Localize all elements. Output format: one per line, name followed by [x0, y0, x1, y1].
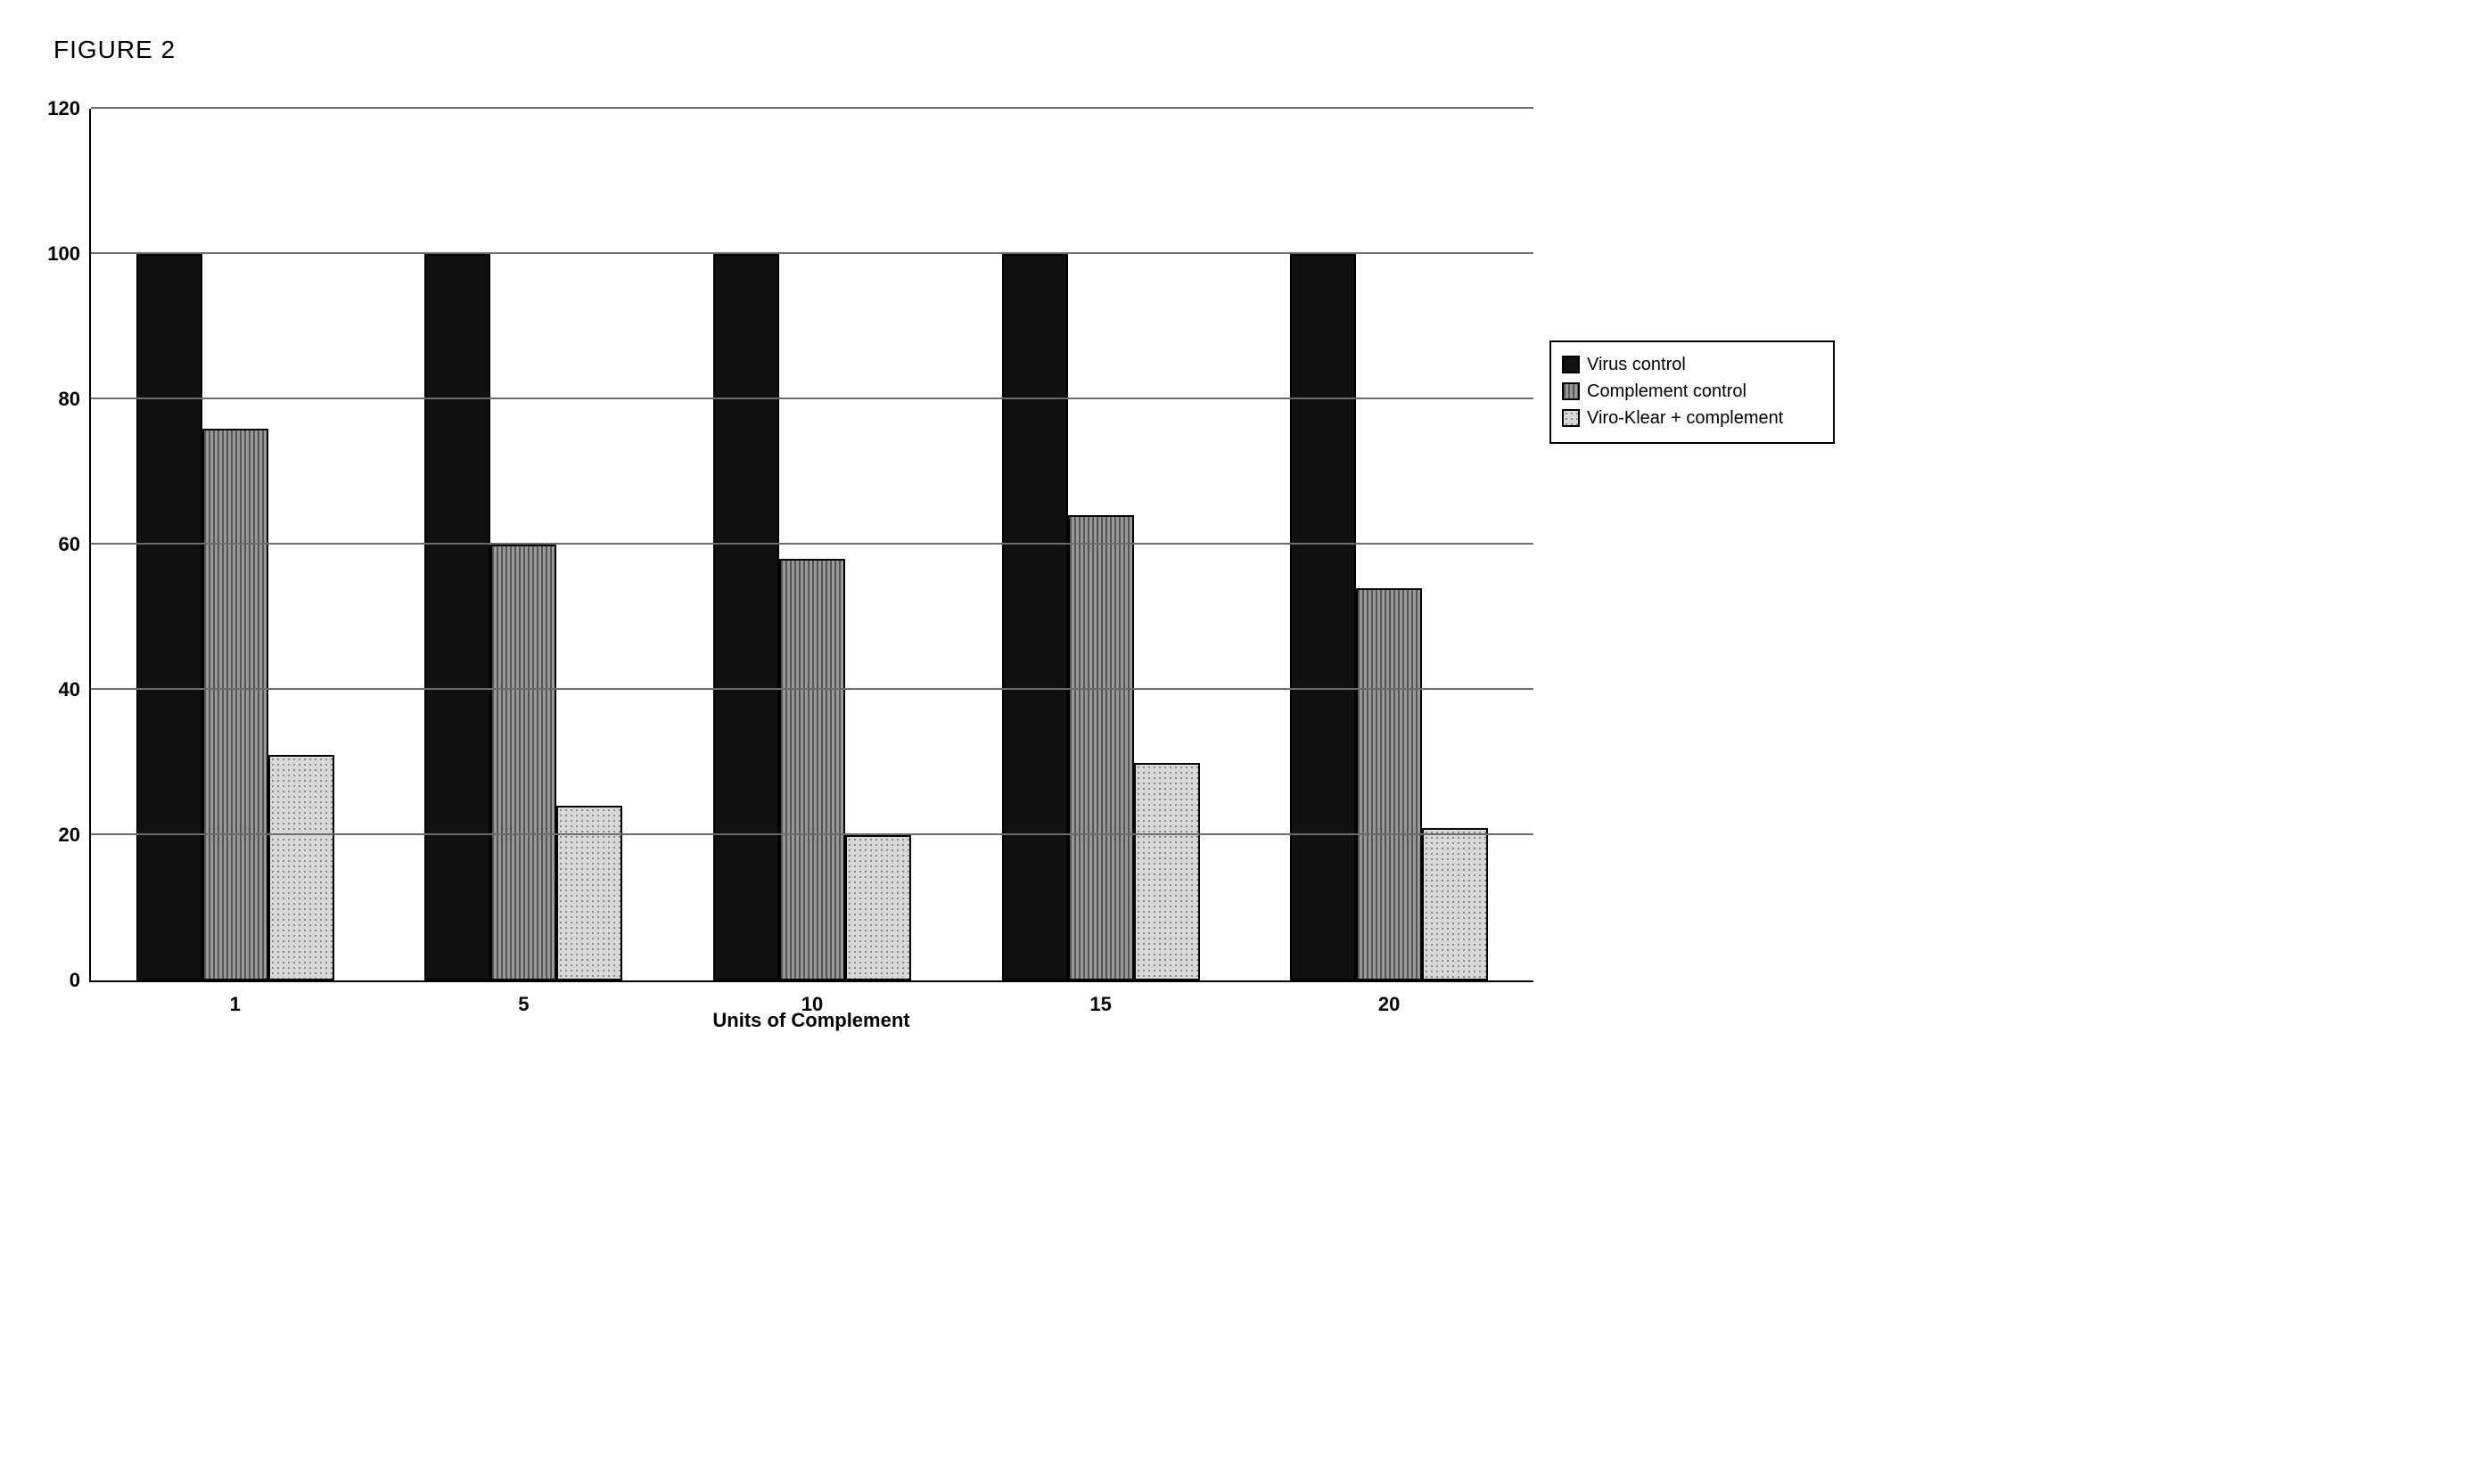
y-tick-label: 20 — [59, 824, 91, 847]
x-tick-label: 5 — [518, 980, 529, 1016]
plot-area: 15101520 020406080100120 — [89, 109, 1533, 982]
chart: Percent of Control 15101520 020406080100… — [89, 109, 1533, 1032]
bar — [556, 806, 622, 980]
bar-group: 10 — [668, 109, 957, 980]
gridline — [91, 833, 1533, 835]
bar — [1002, 254, 1068, 980]
bar-group: 15 — [957, 109, 1245, 980]
y-tick-label: 60 — [59, 533, 91, 556]
bar — [1068, 515, 1134, 980]
y-tick-label: 40 — [59, 678, 91, 701]
legend-item: Complement control — [1562, 378, 1820, 405]
bar-group: 20 — [1245, 109, 1533, 980]
bar — [779, 559, 845, 980]
legend-swatch-icon — [1562, 409, 1580, 427]
legend-swatch-icon — [1562, 382, 1580, 400]
chart-container: Percent of Control 15101520 020406080100… — [89, 109, 2429, 1032]
bar — [1422, 828, 1488, 980]
bar — [490, 545, 556, 980]
bar — [136, 254, 202, 980]
bar-groups: 15101520 — [91, 109, 1533, 980]
gridline — [91, 688, 1533, 690]
bar-group: 5 — [380, 109, 669, 980]
bar — [845, 835, 911, 980]
y-tick-label: 80 — [59, 388, 91, 411]
bar — [1134, 763, 1200, 981]
gridline — [91, 107, 1533, 109]
bar-group: 1 — [91, 109, 380, 980]
legend-swatch-icon — [1562, 356, 1580, 373]
legend-label: Viro-Klear + complement — [1587, 405, 1783, 431]
bar — [1356, 588, 1422, 980]
bar — [424, 254, 490, 980]
bar — [268, 755, 334, 980]
legend-label: Complement control — [1587, 378, 1746, 405]
x-tick-label: 1 — [230, 980, 241, 1016]
x-tick-label: 10 — [801, 980, 823, 1016]
y-tick-label: 0 — [70, 969, 91, 992]
gridline — [91, 398, 1533, 399]
y-tick-label: 100 — [47, 242, 91, 266]
legend-item: Virus control — [1562, 351, 1820, 378]
gridline — [91, 252, 1533, 254]
x-tick-label: 20 — [1378, 980, 1400, 1016]
legend-label: Virus control — [1587, 351, 1686, 378]
figure-caption: FIGURE 2 — [53, 36, 2429, 64]
bar — [713, 254, 779, 980]
x-tick-label: 15 — [1089, 980, 1111, 1016]
gridline — [91, 543, 1533, 545]
legend-item: Viro-Klear + complement — [1562, 405, 1820, 431]
y-tick-label: 120 — [47, 97, 91, 120]
legend: Virus control Complement control Viro-Kl… — [1549, 340, 1835, 444]
bar — [1290, 254, 1356, 980]
bar — [202, 429, 268, 980]
